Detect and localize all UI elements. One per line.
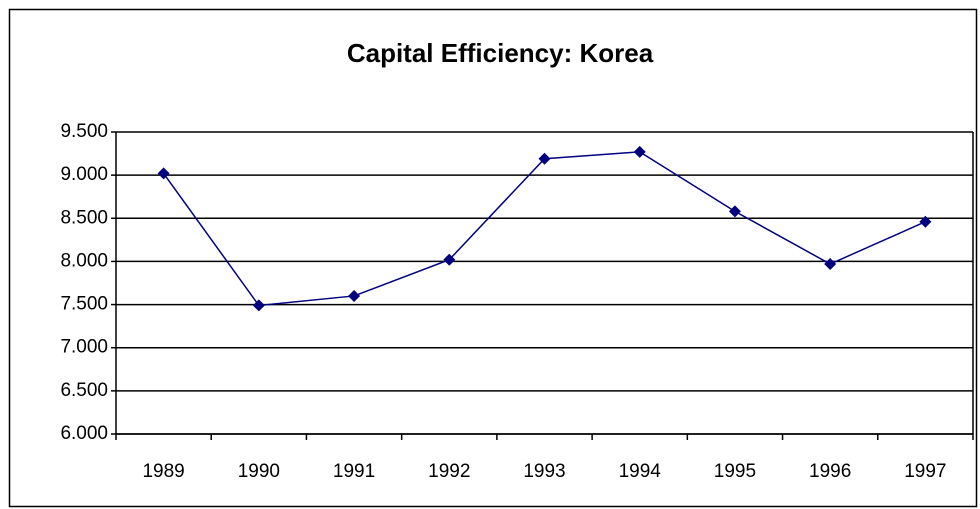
- marker: [824, 258, 837, 271]
- marker: [157, 167, 170, 180]
- marker: [348, 289, 361, 302]
- marker: [728, 205, 741, 218]
- marker: [633, 145, 646, 158]
- x-tick-label: 1989: [142, 461, 184, 482]
- marker: [538, 152, 551, 165]
- marker: [919, 215, 932, 228]
- y-tick-label: 6.000: [60, 423, 108, 444]
- marker: [252, 299, 265, 312]
- chart-title: Capital Efficiency: Korea: [347, 38, 654, 68]
- x-tick-label: 1995: [714, 461, 756, 482]
- y-tick-label: 7.500: [60, 294, 108, 315]
- x-tick-label: 1993: [523, 461, 565, 482]
- x-tick-label: 1996: [809, 461, 851, 482]
- x-tick-label: 1997: [904, 461, 946, 482]
- y-tick-label: 9.500: [60, 121, 108, 142]
- x-tick-label: 1994: [619, 461, 662, 482]
- marker: [443, 253, 456, 266]
- chart-frame: [8, 8, 978, 508]
- y-tick-label: 9.000: [60, 164, 108, 185]
- x-tick-label: 1990: [238, 461, 280, 482]
- y-tick-label: 8.000: [60, 250, 108, 271]
- y-tick-label: 7.000: [60, 337, 108, 358]
- y-tick-label: 8.500: [60, 207, 108, 228]
- y-tick-label: 6.500: [60, 380, 108, 401]
- x-tick-label: 1992: [428, 461, 470, 482]
- x-tick-label: 1991: [333, 461, 375, 482]
